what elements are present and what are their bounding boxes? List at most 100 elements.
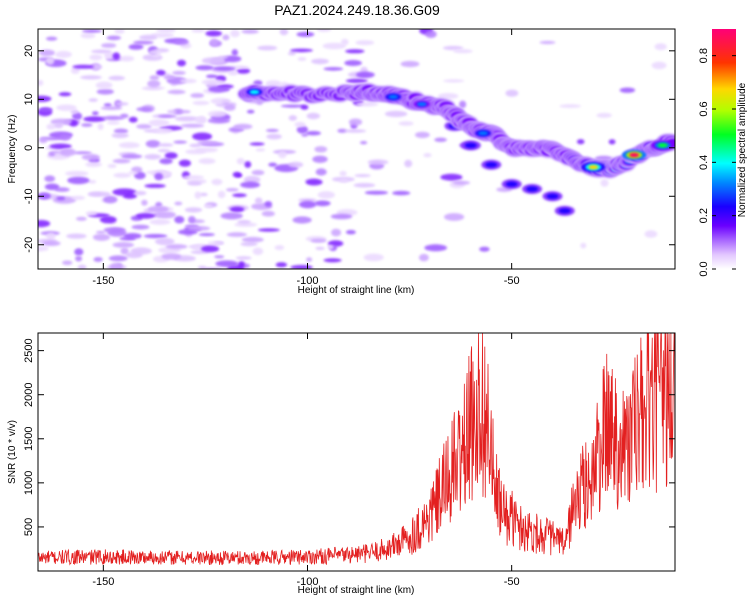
spectrogram-noise-blob bbox=[161, 253, 182, 260]
spectrogram-noise-blob bbox=[299, 200, 317, 209]
spectrogram-noise-blob bbox=[363, 253, 384, 262]
colorbar-tick-label: 0.8 bbox=[698, 48, 710, 63]
spectrogram-branch-core bbox=[546, 193, 559, 199]
spectrogram-noise-blob bbox=[292, 216, 312, 224]
spectrogram-noise-blob bbox=[114, 29, 125, 34]
spectrogram-branch-core bbox=[526, 186, 539, 192]
spectrogram-noise-blob bbox=[258, 228, 280, 232]
spectrogram-noise-blob bbox=[148, 119, 170, 127]
spectrogram-noise-blob bbox=[257, 45, 278, 51]
spectrogram-noise-blob bbox=[600, 179, 609, 187]
spectrogram-peak-core bbox=[629, 152, 640, 158]
spectrogram-noise-blob bbox=[452, 180, 471, 185]
spectrogram-noise-blob bbox=[278, 150, 287, 159]
spectrogram-y-tick-label: 10 bbox=[23, 93, 35, 105]
spectrogram-ticks: -150 -100 -50 20 10 0 -10 -20 bbox=[23, 29, 675, 287]
spectrogram-noise-blob bbox=[424, 244, 448, 252]
spectrogram-noise-blob bbox=[214, 255, 225, 259]
spectrogram-noise-blob bbox=[356, 101, 379, 107]
spectrogram-noise-blob bbox=[206, 74, 218, 79]
spectrogram-noise-blob bbox=[210, 38, 218, 47]
chart-title: PAZ1.2024.249.18.36.G09 bbox=[274, 2, 440, 18]
spectrogram-noise-blob bbox=[77, 264, 87, 269]
colorbar-ticks: 0.0 0.2 0.4 0.6 0.8 bbox=[698, 48, 736, 277]
snr-series-line bbox=[38, 333, 675, 566]
spectrogram-noise-blob bbox=[208, 110, 227, 118]
spectrogram-noise-blob bbox=[39, 107, 53, 113]
spectrogram-noise-blob bbox=[102, 115, 125, 121]
spectrogram-noise-blob bbox=[252, 247, 264, 256]
spectrogram-noise-blob bbox=[165, 244, 188, 250]
snr-x-tick-label: -50 bbox=[504, 576, 520, 588]
spectrogram-noise-blob bbox=[355, 40, 375, 46]
spectrogram-noise-blob bbox=[158, 143, 174, 147]
spectrogram-peak-core bbox=[416, 101, 427, 107]
spectrogram-branch-core bbox=[558, 208, 571, 214]
spectrogram-noise-blob bbox=[174, 39, 189, 45]
snr-ticks: -150 -100 -50 500 1000 1500 2000 2500 bbox=[23, 333, 675, 588]
snr-y-tick-label: 2500 bbox=[23, 338, 35, 362]
spectrogram-noise-blob bbox=[96, 88, 114, 95]
spectrogram-noise-blob bbox=[65, 170, 89, 177]
spectrogram-noise-blob bbox=[437, 93, 459, 100]
spectrogram-noise-blob bbox=[232, 193, 247, 198]
spectrogram-noise-blob bbox=[103, 103, 112, 107]
spectrogram-noise-blob bbox=[149, 75, 160, 81]
spectrogram-frame bbox=[37, 28, 676, 270]
spectrogram-noise-blob bbox=[345, 78, 368, 83]
spectrogram-noise-blob bbox=[205, 30, 222, 37]
spectrogram-noise-blob bbox=[112, 158, 131, 164]
spectrogram-noise-blob bbox=[288, 161, 304, 168]
spectrogram-noise-blob bbox=[141, 199, 148, 206]
spectrogram-noise-blob bbox=[201, 245, 220, 253]
spectrogram-noise-blob bbox=[156, 69, 166, 76]
spectrogram-noise-blob bbox=[418, 253, 429, 262]
spectrogram-noise-blob bbox=[183, 175, 205, 180]
spectrogram-y-tick-label: 0 bbox=[23, 145, 35, 151]
spectrogram-noise-blob bbox=[315, 168, 327, 176]
spectrogram-x-axis-label: Height of straight line (km) bbox=[298, 285, 415, 296]
spectrogram-noise-blob bbox=[93, 257, 103, 262]
spectrogram-noise-blob bbox=[305, 131, 321, 136]
spectrogram-noise-blob bbox=[179, 78, 197, 84]
snr-y-tick-label: 500 bbox=[23, 518, 35, 536]
spectrogram-noise-blob bbox=[66, 233, 87, 239]
spectrogram-noise-blob bbox=[384, 110, 408, 118]
spectrogram-noise-blob bbox=[280, 104, 305, 108]
spectrogram-noise-blob bbox=[415, 131, 430, 139]
spectrogram-noise-blob bbox=[236, 157, 245, 165]
spectrogram-noise-blob bbox=[306, 257, 313, 262]
spectrogram-noise-blob bbox=[235, 173, 243, 178]
spectrogram-noise-blob bbox=[341, 38, 349, 46]
spectrogram-noise-blob bbox=[71, 195, 86, 200]
spectrogram-noise-blob bbox=[144, 86, 166, 90]
spectrogram-noise-blob bbox=[82, 29, 102, 33]
spectrogram-noise-blob bbox=[143, 234, 168, 239]
spectrogram-noise-blob bbox=[440, 173, 463, 181]
spectrogram-noise-blob bbox=[249, 142, 265, 146]
spectrogram-peak-core bbox=[388, 94, 399, 100]
spectrogram-noise-blob bbox=[300, 104, 309, 110]
spectrogram-noise-blob bbox=[133, 191, 147, 196]
spectrogram-noise-blob bbox=[119, 236, 136, 241]
spectrogram-noise-blob bbox=[596, 112, 612, 118]
spectrogram-noise-blob bbox=[173, 140, 187, 144]
spectrogram-noise-blob bbox=[72, 64, 94, 69]
spectrogram-noise-blob bbox=[261, 210, 275, 217]
colorbar-gradient bbox=[712, 29, 736, 269]
spectrogram-noise-blob bbox=[220, 212, 243, 220]
spectrogram-noise-blob bbox=[56, 104, 77, 111]
spectrogram-noise-blob bbox=[60, 148, 76, 157]
spectrogram-noise-blob bbox=[46, 123, 56, 130]
spectrogram-noise-blob bbox=[177, 59, 186, 67]
spectrogram-noise-blob bbox=[74, 248, 84, 256]
spectrogram-noise-blob bbox=[274, 245, 285, 251]
spectrogram-noise-blob bbox=[310, 238, 327, 243]
snr-frame bbox=[37, 332, 676, 572]
spectrogram-noise-blob bbox=[89, 54, 103, 61]
spectrogram-noise-blob bbox=[38, 245, 49, 252]
spectrogram-noise-blob bbox=[288, 51, 296, 56]
spectrogram-noise-blob bbox=[240, 241, 258, 247]
spectrogram-noise-blob bbox=[58, 92, 72, 97]
spectrogram-noise-blob bbox=[167, 89, 186, 95]
